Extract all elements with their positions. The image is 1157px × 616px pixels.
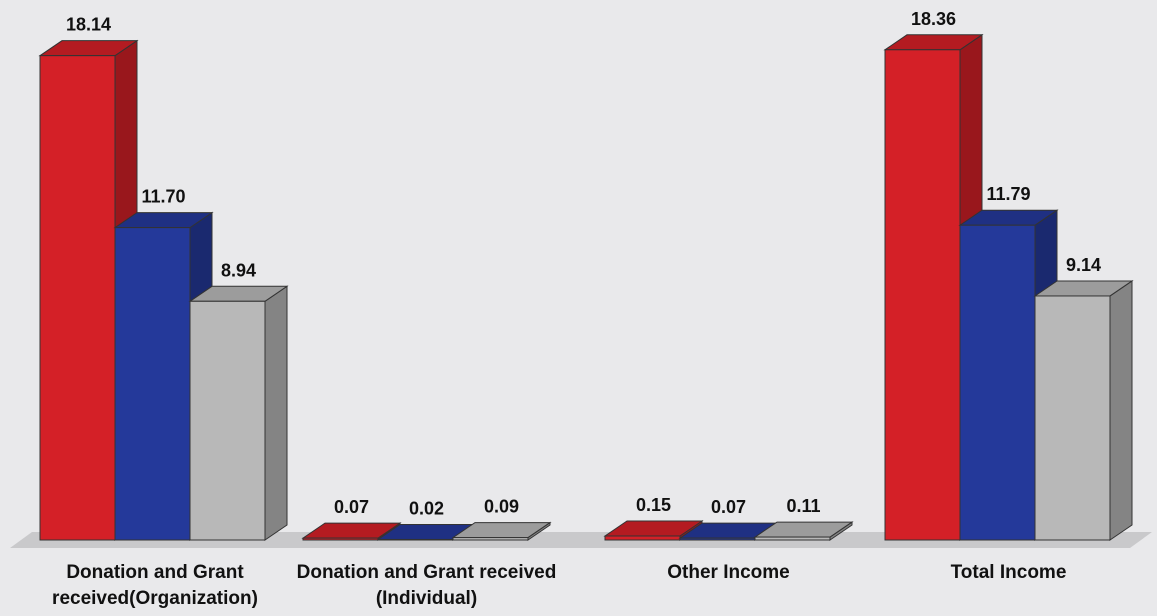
category-label: Other Income [584,560,874,586]
bar-front [605,536,680,540]
bar-front [40,56,115,540]
bar-front [453,538,528,540]
bar-front [303,538,378,540]
bar-front [755,537,830,540]
category-label: Total Income [864,560,1154,586]
bar-front [885,50,960,540]
value-label: 0.15 [636,495,671,515]
value-label: 0.02 [409,498,444,518]
bar-front [680,538,755,540]
value-label: 9.14 [1066,255,1101,275]
value-label: 0.11 [786,496,820,516]
bar [1035,281,1132,540]
category-label: Donation and Grant received (Individual) [282,560,572,612]
category-label: Donation and Grant received(Organization… [10,560,300,612]
bar-front [190,301,265,540]
value-label: 0.07 [711,497,746,517]
bar-front [960,225,1035,540]
value-label: 0.09 [484,497,519,517]
bar-front [378,539,453,540]
value-label: 11.79 [986,184,1030,204]
value-label: 18.14 [66,15,111,35]
bar-front [115,228,190,540]
chart: 18.14 11.70 8.94 0.07 0.02 0.09 0.15 0.07 0.11 18… [0,0,1157,616]
bar-front [1035,296,1110,540]
page: {"chart_data": {"type": "bar3d", "catego… [0,0,1157,616]
value-label: 0.07 [334,497,369,517]
bar [190,286,287,540]
bar-side [1110,281,1132,540]
value-label: 11.70 [141,187,185,207]
value-label: 18.36 [911,9,956,29]
value-label: 8.94 [221,260,256,280]
bar-side [265,286,287,540]
